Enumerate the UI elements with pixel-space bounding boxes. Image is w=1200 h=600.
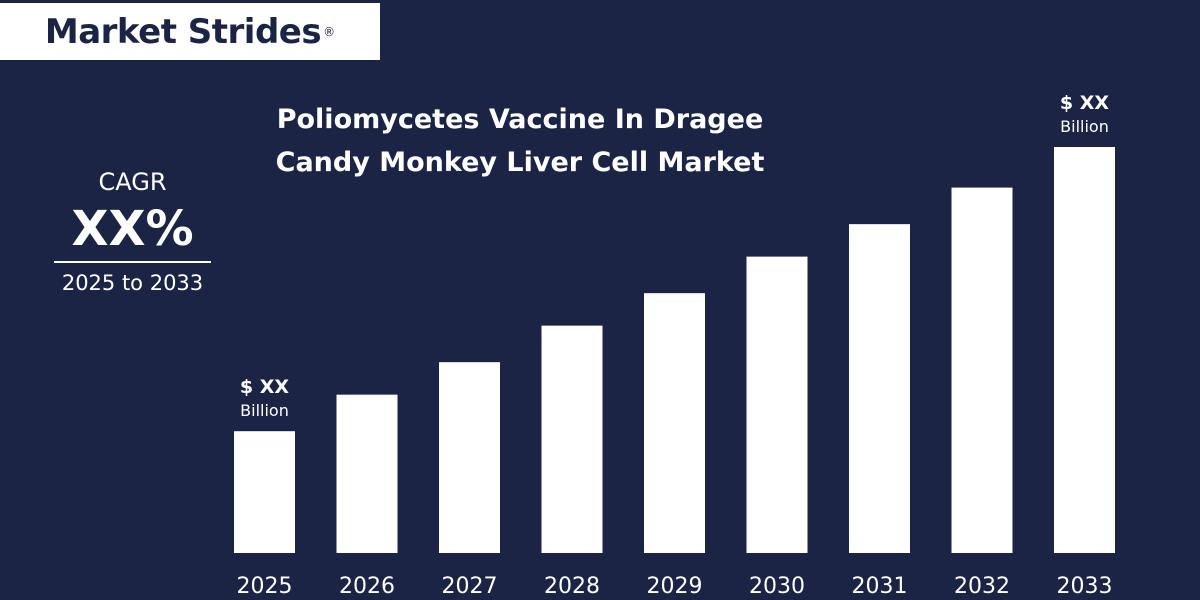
brand-name: Market Strides (44, 11, 322, 52)
x-tick-label-2032: 2032 (954, 574, 1010, 599)
bar-2026 (336, 394, 398, 553)
data-label-value-2033: $ XX (1060, 92, 1109, 114)
brand-logo: Market Strides ® (0, 3, 380, 60)
bar-2029 (644, 293, 705, 553)
x-tick-label-2028: 2028 (544, 574, 600, 599)
bar-2027 (439, 362, 500, 553)
x-tick-label-2033: 2033 (1057, 574, 1113, 599)
cagr-panel: CAGR XX% 2025 to 2033 (50, 165, 215, 297)
data-label-value-2025: $ XX (240, 376, 289, 398)
bar-2033 (1054, 147, 1115, 553)
x-tick-label-2026: 2026 (339, 574, 395, 599)
data-label-unit-2025: Billion (240, 401, 289, 420)
chart-title: Poliomycetes Vaccine In Dragee Candy Mon… (240, 98, 800, 184)
bar-2025 (234, 431, 295, 553)
chart-title-line-2: Candy Monkey Liver Cell Market (275, 147, 765, 178)
cagr-label: CAGR (98, 168, 167, 196)
chart-title-line-1: Poliomycetes Vaccine In Dragee (276, 104, 764, 135)
cagr-range: 2025 to 2033 (61, 271, 204, 295)
bar-2031 (849, 224, 910, 553)
cagr-value: XX% (71, 201, 194, 257)
x-tick-label-2031: 2031 (852, 574, 908, 599)
bar-2030 (746, 256, 808, 553)
x-tick-label-2027: 2027 (442, 574, 498, 599)
data-label-unit-2033: Billion (1060, 117, 1109, 136)
registered-mark: ® (323, 24, 336, 39)
x-tick-label-2030: 2030 (749, 574, 805, 599)
bar-2028 (541, 325, 603, 553)
x-tick-label-2029: 2029 (647, 574, 703, 599)
bar-2032 (951, 187, 1013, 553)
cagr-divider (54, 261, 211, 263)
x-tick-label-2025: 2025 (237, 574, 293, 599)
